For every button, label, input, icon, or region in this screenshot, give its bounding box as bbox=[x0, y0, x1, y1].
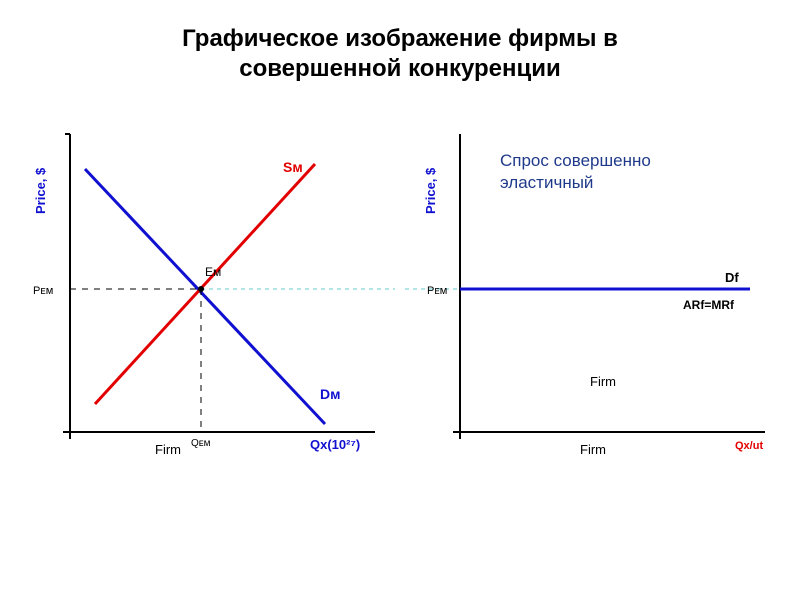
firm-demand-label-df: Df bbox=[725, 270, 739, 285]
footer-label: Firm bbox=[155, 442, 181, 457]
supply-line bbox=[95, 164, 315, 404]
y-axis-label: Price, $ bbox=[423, 167, 438, 214]
y-axis-label: Price, $ bbox=[33, 167, 48, 214]
equilibrium-label: Eᴍ bbox=[205, 265, 221, 279]
charts-row: Price, $ Qx(10²⁷) Sᴍ Dᴍ Eᴍ Pᴇᴍ Qᴇᴍ Firm … bbox=[15, 104, 785, 484]
title-line-1: Графическое изображение фирмы в bbox=[182, 24, 618, 54]
demand-line bbox=[85, 169, 325, 424]
equilibrium-price-label: Pᴇᴍ bbox=[33, 285, 53, 297]
x-axis-label: Qx/ut bbox=[735, 440, 763, 452]
equilibrium-qty-label: Qᴇᴍ bbox=[191, 438, 211, 449]
market-chart: Price, $ Qx(10²⁷) Sᴍ Dᴍ Eᴍ Pᴇᴍ Qᴇᴍ Firm bbox=[15, 104, 395, 484]
page-title: Графическое изображение фирмы в совершен… bbox=[182, 24, 618, 84]
footer-label: Firm bbox=[580, 442, 606, 457]
title-line-2: совершенной конкуренции bbox=[182, 54, 618, 84]
firm-chart: Price, $ Qx/ut Df ARf=MRf Pᴇᴍ Firm Firm … bbox=[405, 104, 785, 484]
x-axis-label: Qx(10²⁷) bbox=[310, 437, 360, 452]
annotation-line-1: Спрос совершенно bbox=[500, 151, 651, 170]
center-label: Firm bbox=[590, 374, 616, 389]
demand-label: Dᴍ bbox=[320, 386, 340, 402]
equilibrium-point bbox=[198, 286, 204, 292]
equilibrium-price-label: Pᴇᴍ bbox=[427, 285, 447, 297]
annotation-line-2: эластичный bbox=[500, 173, 593, 192]
firm-demand-label-armr: ARf=MRf bbox=[683, 298, 735, 312]
supply-label: Sᴍ bbox=[283, 159, 303, 175]
